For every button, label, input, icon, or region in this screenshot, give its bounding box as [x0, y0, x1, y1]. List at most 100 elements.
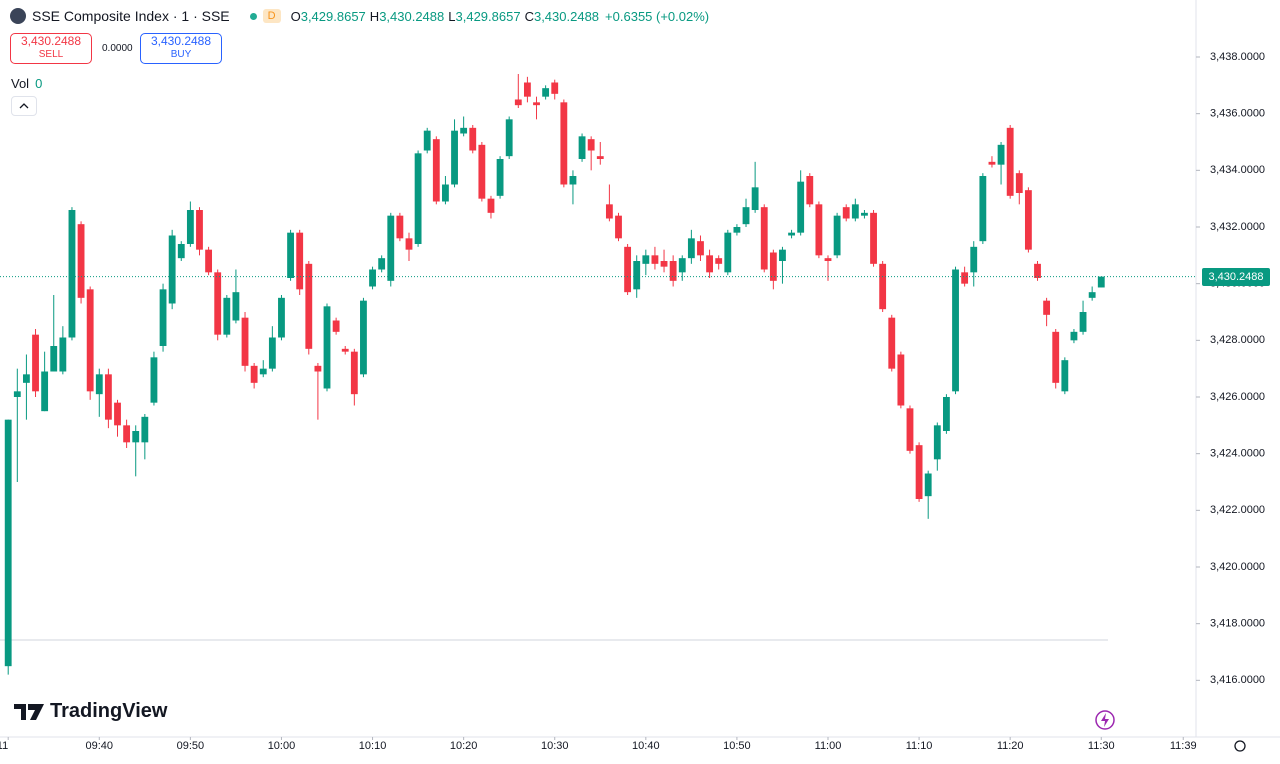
candle-body: [250, 365, 258, 383]
candle-body: [360, 300, 367, 375]
candle-body: [733, 227, 741, 233]
candle-body: [678, 258, 686, 273]
volume-legend: Vol 0: [11, 76, 42, 91]
candle-body: [979, 176, 987, 242]
candle-body: [533, 102, 540, 106]
brand-mark: [14, 703, 44, 720]
settings-icon[interactable]: [1234, 740, 1246, 752]
candle-body: [241, 317, 249, 366]
candle-body: [742, 207, 750, 225]
candle-body: [760, 207, 768, 270]
candle-body: [442, 184, 449, 202]
legend-key: C: [524, 8, 534, 24]
candle-body: [815, 204, 823, 256]
candle-body: [387, 215, 395, 281]
candle-body: [870, 212, 877, 264]
candle-body: [104, 374, 112, 420]
buy-price: 3,430.2488: [150, 34, 212, 48]
x-tick-label: 11: [0, 740, 8, 752]
candle-body: [350, 351, 358, 395]
candle-body: [296, 232, 304, 290]
candle-body: [1015, 173, 1023, 193]
lightning-icon[interactable]: [1095, 710, 1115, 730]
candle-body: [605, 204, 613, 219]
candle-body: [478, 144, 486, 199]
y-tick-label: 3,416.0000: [1210, 674, 1265, 686]
last-price-tag: 3,430.2488: [1202, 267, 1270, 286]
candle-body: [369, 269, 376, 287]
candle-body: [851, 204, 859, 219]
candle-body: [4, 419, 12, 667]
candle-body: [906, 408, 914, 451]
candle-body: [1024, 190, 1032, 250]
candle-body: [205, 249, 213, 273]
brand: TradingView: [14, 700, 167, 723]
candle-body: [186, 210, 194, 244]
y-tick-label: 3,426.0000: [1210, 391, 1265, 403]
legend-value: 3,430.2488: [533, 8, 600, 24]
candle-body: [924, 473, 932, 497]
symbol-title[interactable]: SSE Composite Index · 1 · SSE: [32, 8, 230, 24]
candle-body: [1088, 292, 1096, 298]
candle-body: [114, 402, 121, 426]
candle-body: [779, 249, 786, 261]
candle-body: [423, 130, 431, 151]
candle-body: [41, 371, 49, 412]
candle-body: [624, 246, 632, 293]
legend-value: 3,430.2488: [379, 8, 445, 24]
candle-body: [687, 238, 695, 259]
candle-body: [278, 297, 285, 338]
candle-body: [1061, 360, 1069, 392]
x-tick-label: 11:10: [906, 740, 933, 752]
candle-body: [642, 255, 650, 264]
candle-body: [1070, 331, 1078, 341]
legend-key: H: [369, 8, 380, 24]
candle-body: [1006, 127, 1014, 196]
candle-body: [132, 431, 140, 443]
candle-body: [396, 215, 404, 239]
candle-body: [86, 289, 94, 392]
chevron: [19, 103, 29, 109]
candle-body: [788, 232, 795, 236]
candle-body: [596, 156, 604, 159]
header: SSE Composite Index · 1 · SSE D O 3,429.8…: [10, 8, 709, 24]
x-tick-label: 11:00: [815, 740, 842, 752]
candle-body: [168, 235, 176, 304]
buy-button[interactable]: 3,430.2488 BUY: [140, 33, 222, 64]
candle-body: [888, 317, 896, 369]
candle-body: [824, 258, 832, 261]
candle-body: [751, 187, 759, 210]
x-tick-label: 10:50: [723, 740, 751, 752]
candle-body: [715, 258, 723, 264]
legend-value: 3,429.8657: [300, 8, 366, 24]
x-tick-label: 09:50: [177, 740, 205, 752]
candle-body: [797, 181, 805, 233]
candle-body: [50, 346, 58, 372]
candle-body: [223, 297, 231, 335]
candle-body: [842, 207, 850, 219]
candle-body: [669, 261, 677, 281]
y-tick-label: 3,420.0000: [1210, 561, 1265, 573]
candle-body: [232, 292, 240, 321]
candle-body: [587, 139, 595, 151]
candle-body: [615, 215, 622, 239]
candle-body: [933, 425, 941, 460]
collapse-button[interactable]: [11, 96, 37, 116]
candle-body: [542, 88, 550, 97]
x-tick-label: 10:30: [541, 740, 569, 752]
candle-body: [259, 368, 267, 375]
sell-button[interactable]: 3,430.2488 SELL: [10, 33, 92, 64]
candle-body: [59, 337, 67, 372]
candle-body: [405, 238, 413, 250]
candle-body: [651, 255, 659, 264]
candle-body: [159, 289, 167, 346]
lightning-glyph: [1101, 713, 1109, 727]
volume-value: 0: [35, 76, 43, 91]
volume-label: Vol: [11, 76, 30, 91]
candle-body: [323, 306, 331, 389]
candle-body: [451, 130, 458, 185]
candle-body: [970, 246, 978, 273]
x-tick-label: 10:10: [359, 740, 387, 752]
candle-body: [943, 397, 950, 431]
